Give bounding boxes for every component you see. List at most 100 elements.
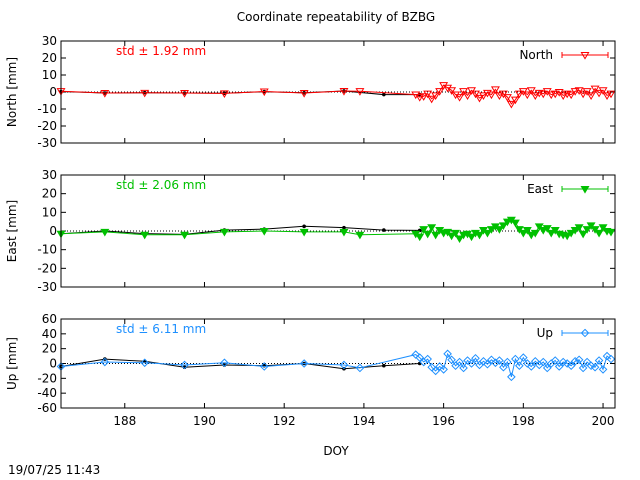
data-point: [519, 353, 528, 362]
trend-line: [60, 225, 420, 235]
legend-label: Up: [537, 326, 553, 340]
chart-panels: -30 -20 -10 0 10 20 30 North [mm] std ± 1.92 mm N…: [5, 34, 616, 428]
x-tick-label: 196: [432, 414, 455, 428]
data-point: [486, 91, 496, 100]
x-tick-label: 200: [592, 414, 615, 428]
data-point: [594, 89, 604, 98]
data-point: [582, 88, 592, 96]
data-point: [355, 231, 365, 240]
trend-point: [382, 363, 386, 368]
data-point: [411, 350, 421, 359]
data-point: [100, 357, 110, 367]
series-line: [60, 84, 612, 105]
data-point: [140, 358, 150, 368]
data-point: [419, 226, 429, 234]
y-tick-label: -20: [37, 261, 57, 275]
data-point: [259, 227, 269, 236]
data-point: [447, 232, 457, 241]
panel-1: -30 -20 -10 0 10 20 30 North [mm] std ± 1.92 mm N…: [5, 34, 616, 150]
data-point: [483, 359, 492, 369]
data-point: [503, 357, 512, 367]
y-tick-label: -30: [37, 136, 57, 150]
data-point: [467, 233, 476, 242]
data-point: [447, 87, 457, 95]
plot-frame: [60, 174, 616, 288]
data-point: [431, 92, 441, 100]
y-tick-label: -10: [37, 102, 57, 116]
data-point: [411, 91, 421, 100]
data-point: [546, 91, 556, 100]
data-point: [598, 87, 608, 95]
data-point: [443, 228, 453, 237]
data-point: [606, 90, 616, 99]
y-tick-label: 0: [49, 224, 57, 238]
data-point: [530, 229, 540, 238]
y-tick-label: 20: [42, 187, 57, 201]
data-point: [506, 100, 516, 109]
data-point: [526, 362, 536, 371]
y-tick-label: -60: [37, 401, 57, 415]
data-point: [550, 90, 560, 99]
data-point: [475, 94, 484, 103]
y-axis-label: North [mm]: [5, 57, 19, 127]
data-point: [594, 356, 604, 365]
data-point: [578, 230, 588, 239]
data-point: [562, 359, 572, 368]
std-annotation: std ± 6.11 mm: [116, 322, 206, 336]
data-point: [606, 354, 616, 364]
data-point: [467, 359, 476, 368]
data-point: [435, 362, 444, 371]
data-point: [523, 359, 532, 368]
y-tick-label: 30: [42, 34, 57, 48]
data-point: [443, 84, 453, 93]
legend-marker: [580, 185, 590, 194]
data-point: [574, 224, 584, 232]
data-point: [526, 87, 536, 95]
plot-frame: [60, 318, 616, 409]
data-point: [538, 357, 548, 367]
data-point: [554, 362, 564, 371]
data-point: [451, 91, 461, 100]
chart-title: Coordinate repeatability of BZBG: [237, 10, 435, 24]
data-point: [590, 85, 600, 94]
data-point: [510, 219, 520, 228]
data-point: [431, 231, 441, 240]
data-point: [582, 226, 592, 234]
std-annotation: std ± 1.92 mm: [116, 44, 206, 58]
data-point: [355, 88, 365, 96]
data-point: [180, 90, 190, 98]
data-point: [482, 89, 492, 98]
y-axis-label: East [mm]: [5, 200, 19, 262]
data-point: [439, 365, 448, 374]
data-point: [602, 351, 612, 361]
panel-2: -30 -20 -10 0 10 20 30 East [mm] std ± 2.06 mm Ea…: [5, 168, 616, 294]
legend-label: East: [527, 182, 553, 196]
y-tick-label: 30: [42, 168, 57, 182]
y-tick-label: 0: [49, 357, 57, 371]
data-point: [427, 224, 437, 232]
data-point: [578, 90, 588, 99]
data-point: [471, 90, 480, 99]
data-point: [423, 354, 432, 364]
data-point: [538, 227, 548, 235]
legend-marker: [580, 328, 590, 338]
data-point: [530, 92, 540, 100]
data-point: [479, 356, 488, 366]
data-point: [590, 362, 600, 372]
data-point: [578, 363, 588, 373]
data-point: [447, 355, 456, 365]
data-point: [259, 88, 269, 97]
data-point: [299, 359, 309, 368]
data-point: [259, 362, 269, 371]
data-point: [180, 360, 189, 370]
data-point: [494, 226, 504, 234]
data-point: [550, 227, 560, 235]
y-tick-label: 0: [49, 85, 57, 99]
data-point: [590, 226, 600, 234]
data-point: [598, 224, 608, 232]
data-point: [522, 91, 532, 100]
data-point: [140, 231, 150, 240]
data-point: [502, 218, 512, 227]
